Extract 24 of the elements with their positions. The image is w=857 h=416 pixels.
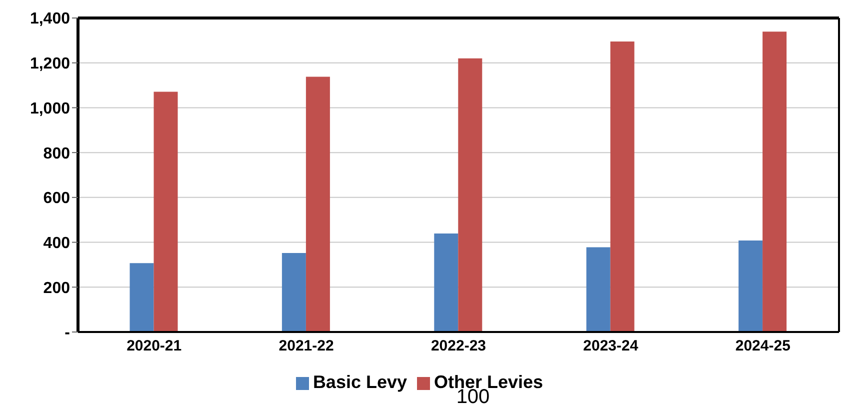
- x-tick-label: 2024-25: [735, 338, 790, 355]
- bar: [586, 247, 610, 332]
- y-tick-label: 1,400: [30, 10, 70, 28]
- bar: [738, 240, 763, 332]
- y-tick-label: 1,200: [30, 56, 70, 73]
- y-tick-label: 800: [43, 145, 70, 162]
- bar: [282, 253, 306, 332]
- bar: [434, 234, 458, 332]
- bar: [154, 92, 178, 332]
- y-tick-label: 600: [43, 190, 70, 208]
- y-tick-label: 200: [43, 280, 70, 297]
- bar: [762, 32, 787, 332]
- y-tick-label: 400: [43, 234, 70, 252]
- bar: [458, 58, 482, 332]
- x-tick-label: 2020-21: [126, 338, 182, 355]
- bar: [610, 42, 634, 332]
- bar: [306, 76, 330, 332]
- x-tick-label: 2022-23: [430, 338, 486, 355]
- legend-label: Basic Levy: [312, 372, 407, 392]
- bar: [130, 263, 154, 332]
- x-tick-label: 2021-22: [278, 338, 334, 355]
- y-tick-label: 1,000: [30, 100, 70, 118]
- y-tick-label: -: [64, 324, 70, 342]
- x-tick-label: 2023-24: [583, 338, 639, 355]
